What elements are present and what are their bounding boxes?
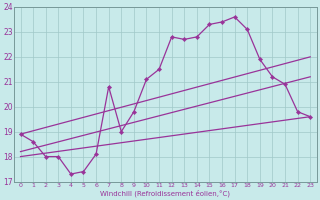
- X-axis label: Windchill (Refroidissement éolien,°C): Windchill (Refroidissement éolien,°C): [100, 189, 230, 197]
